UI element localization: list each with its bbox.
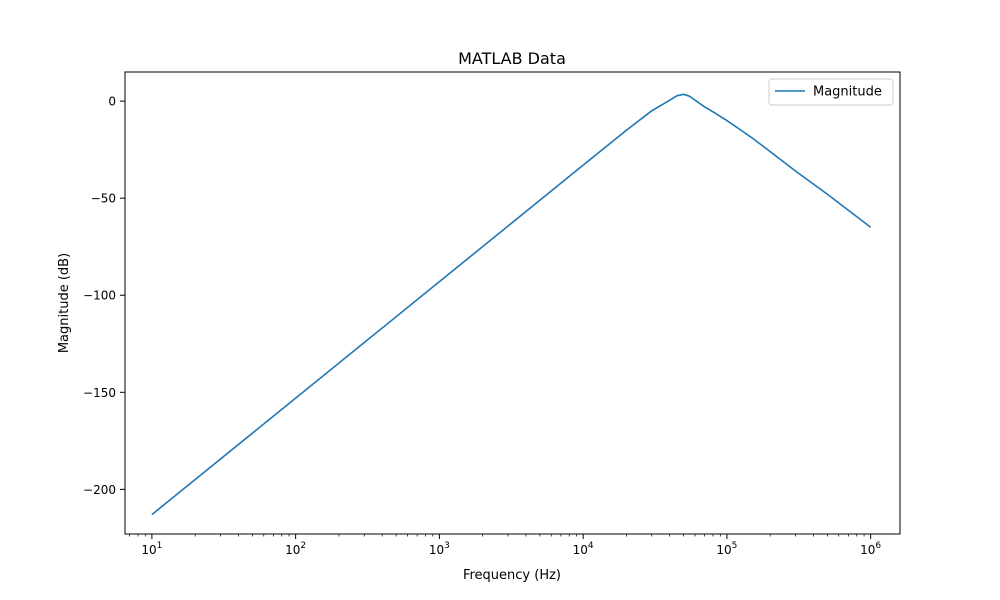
x-axis-label: Frequency (Hz): [463, 568, 561, 583]
chart-title: MATLAB Data: [458, 49, 566, 68]
y-tick-label: −50: [91, 192, 116, 206]
y-axis-label: Magnitude (dB): [57, 253, 72, 353]
legend-box: [768, 78, 894, 106]
x-tick-label: 104: [573, 541, 594, 557]
y-tick-label: −100: [83, 289, 116, 303]
legend-label: Magnitude: [813, 85, 882, 100]
y-tick-label: −200: [83, 483, 116, 497]
axes-frame: [124, 71, 901, 535]
x-tick-label: 103: [429, 541, 450, 557]
y-tick-label: 0: [108, 95, 116, 109]
x-tick-label: 105: [716, 541, 737, 557]
series-line-0: [151, 93, 872, 516]
x-tick-label: 102: [285, 541, 306, 557]
legend: Magnitude: [768, 78, 894, 106]
y-axis: 0 −50 −100 −150 −200: [83, 95, 125, 497]
x-tick-label: 106: [860, 541, 881, 557]
plot-area: [151, 93, 872, 516]
x-tick-label: 101: [141, 541, 162, 557]
y-tick-label: −150: [83, 386, 116, 400]
x-axis: 101 102 103 104 105 106: [129, 534, 881, 557]
